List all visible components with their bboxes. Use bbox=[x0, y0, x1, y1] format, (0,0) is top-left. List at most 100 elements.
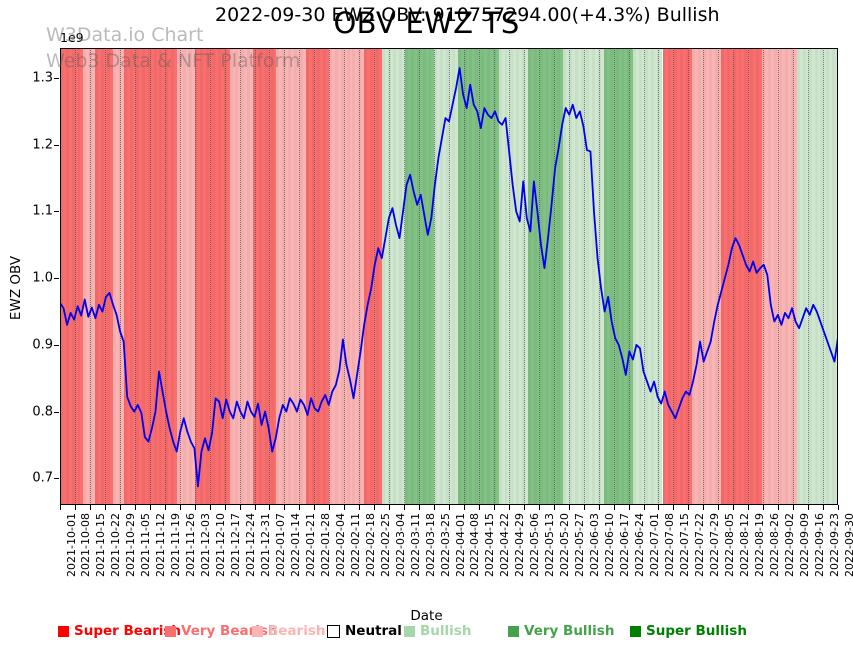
x-axis-tick-mark bbox=[673, 505, 675, 510]
legend-item[interactable]: Bearish bbox=[252, 620, 326, 642]
legend-item[interactable]: Super Bearish bbox=[58, 620, 181, 642]
gridline-vertical bbox=[748, 48, 750, 505]
x-axis-tick-label: 2022-06-17 bbox=[618, 513, 632, 577]
sentiment-band bbox=[276, 48, 306, 505]
gridline-vertical bbox=[658, 48, 660, 505]
gridline-vertical bbox=[89, 48, 91, 505]
gridline-vertical bbox=[149, 48, 151, 505]
gridline-vertical bbox=[718, 48, 720, 505]
x-axis-tick-mark bbox=[553, 505, 555, 510]
gridline-vertical bbox=[419, 48, 421, 505]
gridline-vertical bbox=[389, 48, 391, 505]
x-axis-tick-mark bbox=[688, 505, 690, 510]
x-axis-tick-label: 2022-08-19 bbox=[752, 513, 766, 577]
sentiment-band bbox=[662, 48, 692, 505]
gridline-vertical bbox=[613, 48, 615, 505]
x-axis-tick-label: 2021-12-31 bbox=[259, 513, 272, 577]
gridline-vertical bbox=[733, 48, 735, 505]
gridline-vertical bbox=[793, 48, 795, 505]
gridline-vertical bbox=[254, 48, 256, 505]
x-axis-tick-mark bbox=[823, 505, 825, 510]
sentiment-band bbox=[305, 48, 330, 505]
x-axis-tick-label: 2022-06-10 bbox=[603, 513, 617, 577]
sentiment-band bbox=[253, 48, 277, 505]
y-axis-tick-label: 0.7 bbox=[32, 470, 53, 486]
x-axis-tick-label: 2022-02-25 bbox=[378, 513, 392, 577]
latest-value-annotation: 2022-09-30 EWZ OBV: 910757294.00(+4.3%) … bbox=[215, 4, 720, 26]
x-axis-tick-mark bbox=[60, 505, 61, 510]
x-axis-tick-mark bbox=[733, 505, 735, 510]
x-axis-tick-label: 2022-07-29 bbox=[707, 513, 721, 577]
x-axis-tick-label: 2021-12-17 bbox=[229, 513, 243, 577]
gridline-vertical bbox=[284, 48, 286, 505]
x-axis-tick-mark bbox=[493, 505, 495, 510]
x-axis-tick-label: 2022-09-02 bbox=[782, 513, 796, 577]
x-axis-tick-label: 2021-11-05 bbox=[139, 513, 153, 577]
x-axis-tick-mark bbox=[134, 505, 136, 510]
legend-item[interactable]: Very Bullish bbox=[508, 620, 614, 642]
x-axis-tick-label: 2021-10-29 bbox=[124, 513, 138, 577]
x-axis-tick-label: 2022-05-06 bbox=[528, 513, 542, 577]
x-axis-tick-mark bbox=[523, 505, 525, 510]
y-axis-tick-mark bbox=[54, 478, 59, 480]
x-axis-tick-label: 2022-03-11 bbox=[408, 513, 422, 577]
sentiment-band bbox=[691, 48, 721, 505]
gridline-vertical bbox=[673, 48, 675, 505]
gridline-vertical bbox=[104, 48, 106, 505]
gridline-vertical bbox=[329, 48, 331, 505]
x-axis-tick-mark bbox=[793, 505, 795, 510]
sentiment-band bbox=[721, 48, 762, 505]
legend-label: Neutral bbox=[345, 623, 402, 639]
x-axis-tick-mark bbox=[419, 505, 421, 510]
gridline-vertical bbox=[74, 48, 76, 505]
x-axis-tick-mark bbox=[583, 505, 585, 510]
series-line bbox=[60, 68, 838, 486]
x-axis-tick-label: 2021-12-10 bbox=[214, 513, 228, 577]
gridline-vertical bbox=[538, 48, 540, 505]
x-axis-tick-mark bbox=[568, 505, 570, 510]
gridline-vertical bbox=[344, 48, 346, 505]
x-axis-tick-label: 2021-11-19 bbox=[169, 513, 183, 577]
gridline-vertical bbox=[508, 48, 510, 505]
gridline-vertical bbox=[359, 48, 361, 505]
x-axis-tick-label: 2021-10-22 bbox=[109, 513, 123, 577]
x-axis-tick-label: 2022-04-08 bbox=[468, 513, 482, 577]
x-axis-tick-mark bbox=[74, 505, 76, 510]
legend-item[interactable]: Bullish bbox=[404, 620, 471, 642]
legend-label: Super Bullish bbox=[646, 623, 747, 639]
x-axis-tick-label: 2021-12-24 bbox=[244, 513, 258, 577]
legend-item[interactable]: Super Bullish bbox=[630, 620, 747, 642]
gridline-vertical bbox=[478, 48, 480, 505]
sentiment-band bbox=[329, 48, 365, 505]
x-axis-tick-label: 2022-04-01 bbox=[453, 513, 467, 577]
legend-label: Very Bullish bbox=[524, 623, 615, 639]
x-axis-tick-mark bbox=[463, 505, 465, 510]
sentiment-band bbox=[604, 48, 634, 505]
sentiment-band bbox=[95, 48, 113, 505]
sentiment-band bbox=[633, 48, 663, 505]
y-axis-tick-label: 0.8 bbox=[32, 404, 53, 420]
x-axis-tick-mark bbox=[269, 505, 271, 510]
gridline-vertical bbox=[164, 48, 166, 505]
plot-area bbox=[60, 48, 838, 505]
x-axis-tick-label: 2021-12-03 bbox=[199, 513, 213, 577]
x-axis-tick-label: 2022-07-01 bbox=[648, 513, 661, 577]
x-axis-tick-label: 2021-10-08 bbox=[79, 513, 93, 577]
sentiment-band bbox=[176, 48, 195, 505]
x-axis-tick-mark bbox=[104, 505, 106, 510]
x-axis-tick-mark bbox=[628, 505, 630, 510]
y-axis-offset-label: 1e9 bbox=[60, 30, 84, 45]
x-axis-tick-mark bbox=[718, 505, 720, 510]
sentiment-band bbox=[83, 48, 96, 505]
y-axis-tick-label: 1.2 bbox=[32, 137, 53, 153]
legend-swatch-icon bbox=[630, 625, 641, 637]
x-axis-tick-mark bbox=[119, 505, 121, 510]
x-axis-tick-label: 2022-03-25 bbox=[438, 513, 452, 577]
x-axis-tick-mark bbox=[329, 505, 331, 510]
gridline-vertical bbox=[583, 48, 585, 505]
legend-item[interactable]: Neutral bbox=[327, 620, 402, 642]
sentiment-band bbox=[60, 48, 84, 505]
x-axis-tick-mark bbox=[374, 505, 376, 510]
x-axis-tick-label: 2022-07-22 bbox=[692, 513, 706, 577]
y-axis-tick-label: 1.0 bbox=[32, 270, 53, 286]
